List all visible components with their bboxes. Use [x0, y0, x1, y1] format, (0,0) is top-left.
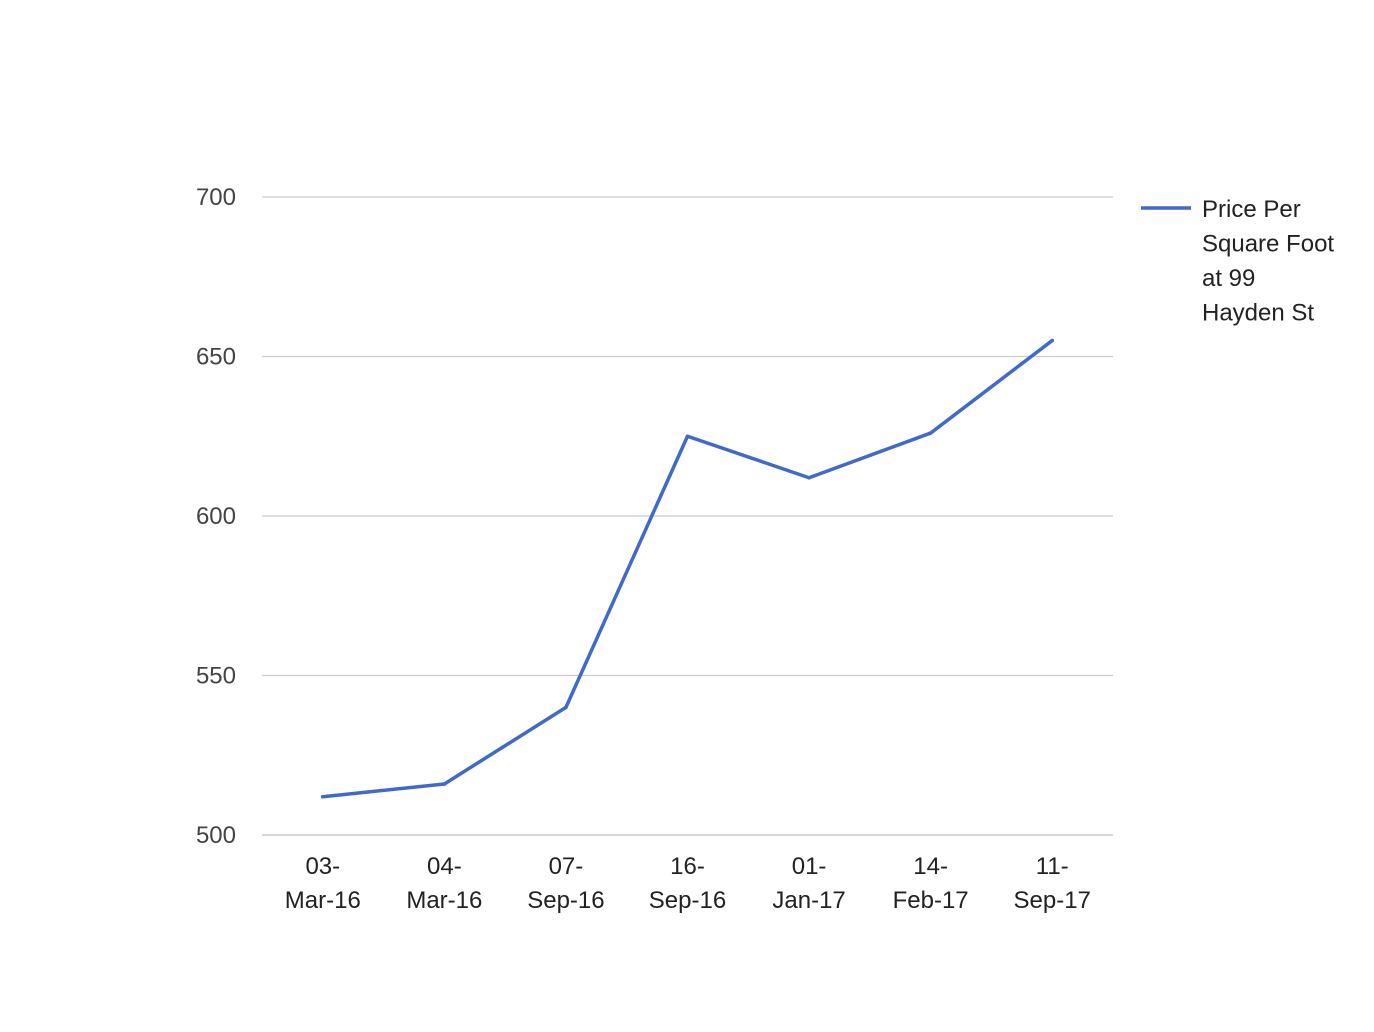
data-point — [442, 782, 447, 786]
x-tick-label-line: 11- — [1036, 853, 1069, 880]
x-tick-label-line: Mar-16 — [406, 887, 482, 914]
x-tick-label: 07- Sep-16 — [527, 853, 604, 914]
legend-label-line: at 99 — [1202, 265, 1255, 292]
x-tick-label-line: 16- — [670, 853, 705, 880]
x-tick-label: 03- Mar-16 — [285, 853, 361, 914]
y-tick-label: 550 — [196, 663, 236, 690]
y-tick-label: 650 — [196, 344, 236, 371]
series-layer — [320, 338, 1055, 799]
legend-label-line: Hayden St — [1202, 300, 1314, 327]
data-point — [564, 705, 568, 710]
y-axis: 500 550 600 650 700 — [196, 184, 236, 849]
legend: Price Per Square Foot at 99 Hayden St — [1141, 196, 1334, 327]
x-tick-label: 01- Jan-17 — [772, 853, 845, 914]
y-tick-label: 700 — [196, 184, 236, 211]
x-tick-label-line: Sep-17 — [1014, 887, 1091, 914]
x-tick-label: 04- Mar-16 — [406, 853, 482, 914]
x-tick-label-line: Mar-16 — [285, 887, 361, 914]
data-point — [685, 434, 690, 439]
x-tick-label-line: 01- — [792, 853, 827, 880]
data-point — [807, 475, 811, 480]
series-line — [321, 338, 1054, 799]
x-tick-label-line: Jan-17 — [772, 887, 845, 914]
y-tick-label: 600 — [196, 503, 236, 530]
x-tick-label-line: 03- — [305, 853, 340, 880]
x-axis: 03- Mar-16 04- Mar-16 07- Sep-16 16- Sep-16 01- J… — [285, 853, 1091, 914]
data-point — [928, 431, 933, 435]
data-point — [1050, 338, 1055, 343]
legend-label-line: Price Per — [1202, 196, 1301, 223]
legend-label-line: Square Foot — [1202, 231, 1334, 258]
legend-label: Price Per Square Foot at 99 Hayden St — [1202, 196, 1334, 327]
x-tick-label-line: Feb-17 — [893, 887, 969, 914]
x-tick-label-line: 14- — [913, 853, 948, 880]
x-tick-label-line: 07- — [549, 853, 584, 880]
x-tick-label-line: Sep-16 — [649, 887, 726, 914]
x-tick-label-line: Sep-16 — [527, 887, 604, 914]
gridlines — [262, 196, 1113, 836]
x-tick-label: 11- Sep-17 — [1014, 853, 1091, 914]
x-tick-label-line: 04- — [427, 853, 462, 880]
y-tick-label: 500 — [196, 822, 236, 849]
x-tick-label: 14- Feb-17 — [893, 853, 969, 914]
data-point — [320, 794, 325, 799]
x-tick-label: 16- Sep-16 — [649, 853, 726, 914]
